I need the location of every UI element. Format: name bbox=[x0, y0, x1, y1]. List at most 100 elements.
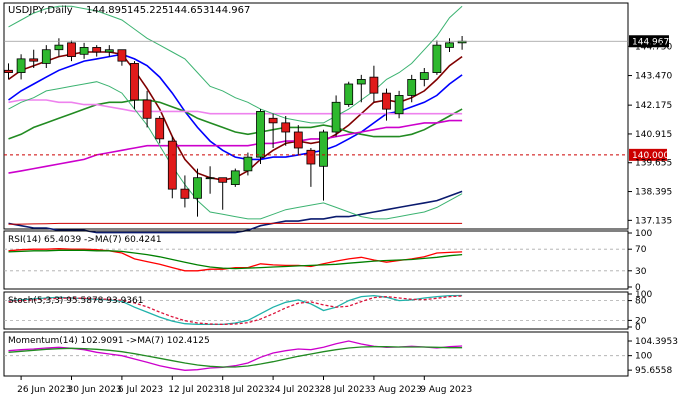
candle bbox=[331, 95, 341, 137]
overlay-line bbox=[8, 5, 463, 124]
candle-body-down bbox=[180, 188, 190, 199]
candle bbox=[205, 166, 215, 194]
indicator-tick-label: 0 bbox=[635, 283, 641, 293]
indicator-tick-label: 100 bbox=[635, 352, 652, 362]
candle-body-up bbox=[79, 47, 89, 55]
candle-body-down bbox=[281, 122, 291, 133]
overlay-line bbox=[8, 190, 463, 234]
candle bbox=[79, 42, 89, 59]
price-tick-label: 137.135 bbox=[635, 216, 672, 226]
price-panel-frame bbox=[3, 2, 629, 230]
candle bbox=[117, 49, 127, 66]
time-tick-label: 6 Jul 2023 bbox=[118, 385, 163, 395]
rsi-axis: 100 70 30 0 bbox=[628, 229, 652, 293]
time-tick-label: 12 Jul 2023 bbox=[168, 385, 219, 395]
candle bbox=[356, 74, 366, 103]
candle-body-up bbox=[432, 44, 442, 73]
momentum-lines bbox=[8, 340, 463, 371]
stochastic-lines bbox=[8, 294, 463, 326]
price-axis: 144.750 143.470 142.175 140.915 139.655 138.3… bbox=[628, 42, 672, 226]
indicator-tick-label: 104.3953 bbox=[635, 337, 678, 347]
candle bbox=[319, 129, 328, 201]
candle-body-up bbox=[407, 79, 417, 96]
candle bbox=[344, 81, 354, 107]
candle-body-up bbox=[445, 42, 454, 48]
candle bbox=[180, 175, 190, 208]
candle bbox=[432, 40, 442, 75]
candle bbox=[16, 54, 26, 80]
candle bbox=[230, 168, 240, 187]
stochastic-title: Stoch(5,3,3) 95.5878 93.9361 bbox=[8, 296, 143, 306]
rsi-levels bbox=[4, 248, 628, 272]
time-tick-label: 26 Jun 2023 bbox=[17, 385, 71, 395]
candle-body-down bbox=[293, 131, 303, 149]
indicator-tick-label: 30 bbox=[635, 267, 647, 277]
chart-title: USDJPY,Daily bbox=[8, 5, 73, 16]
candle bbox=[369, 65, 379, 103]
candle-body-up bbox=[243, 156, 253, 172]
candle bbox=[243, 152, 253, 176]
candle-body-up bbox=[104, 49, 114, 53]
candle bbox=[130, 61, 139, 110]
indicator-line bbox=[8, 295, 463, 326]
candle-body-up bbox=[54, 44, 64, 51]
stochastic-levels bbox=[4, 300, 628, 321]
candle-body-up bbox=[344, 83, 354, 105]
candle-body-up bbox=[41, 49, 51, 64]
rsi-panel: 100 70 30 0 RSI(14) 65.4039 ->MA(7) 60.4241 bbox=[3, 229, 652, 293]
candle bbox=[407, 74, 417, 103]
candle-body-up bbox=[331, 101, 341, 133]
momentum-title: Momentum(14) 102.9091 ->MA(7) 102.4125 bbox=[8, 336, 210, 346]
overlay-line bbox=[8, 81, 463, 220]
candle bbox=[4, 63, 13, 80]
candle bbox=[193, 168, 202, 217]
indicator-line bbox=[8, 249, 463, 270]
candle-body-down bbox=[167, 140, 177, 190]
candle-body-down bbox=[29, 58, 39, 62]
candle-body-down bbox=[382, 92, 391, 110]
rsi-title: RSI(14) 65.4039 ->MA(7) 60.4241 bbox=[8, 235, 162, 245]
time-tick-label: 28 Jul 2023 bbox=[320, 385, 371, 395]
candle bbox=[67, 40, 76, 62]
price-tick-label: 142.175 bbox=[635, 101, 672, 111]
candle-body-down bbox=[218, 177, 228, 183]
momentum-axis: 104.3953 100 95.6558 bbox=[628, 337, 678, 376]
candle bbox=[104, 45, 114, 57]
candle-body-up bbox=[205, 177, 215, 180]
current-price-box bbox=[629, 35, 669, 48]
candle-body-down bbox=[92, 47, 102, 53]
overlay-line bbox=[8, 222, 463, 225]
candle-body-down bbox=[306, 149, 316, 165]
candle bbox=[218, 177, 228, 210]
indicator-tick-label: 20 bbox=[635, 316, 647, 326]
candle bbox=[445, 38, 454, 52]
rsi-panel-frame bbox=[3, 230, 629, 290]
candle bbox=[419, 68, 429, 87]
candle bbox=[167, 136, 177, 199]
candle-body-down bbox=[130, 63, 139, 101]
time-tick-label: 9 Aug 2023 bbox=[420, 385, 472, 395]
current-price-label: 144.967 bbox=[632, 37, 669, 47]
price-tick-label: 143.470 bbox=[635, 72, 672, 82]
candle-body-down bbox=[155, 117, 165, 140]
level-price-label: 140.000 bbox=[632, 151, 669, 161]
candle-body-down bbox=[369, 76, 379, 94]
candle-body-down bbox=[117, 49, 127, 62]
candle bbox=[155, 116, 165, 144]
candle bbox=[394, 90, 404, 119]
indicator-tick-label: 0 bbox=[635, 323, 641, 333]
indicator-line bbox=[8, 346, 463, 368]
candle-body-up bbox=[394, 95, 404, 115]
candle bbox=[92, 45, 102, 57]
price-tick-label: 138.395 bbox=[635, 188, 672, 198]
candle-body-up bbox=[419, 72, 429, 80]
candle-body-up bbox=[319, 131, 328, 167]
ohlc-low: 144.653 bbox=[168, 5, 209, 16]
time-tick-label: 30 Jun 2023 bbox=[68, 385, 122, 395]
